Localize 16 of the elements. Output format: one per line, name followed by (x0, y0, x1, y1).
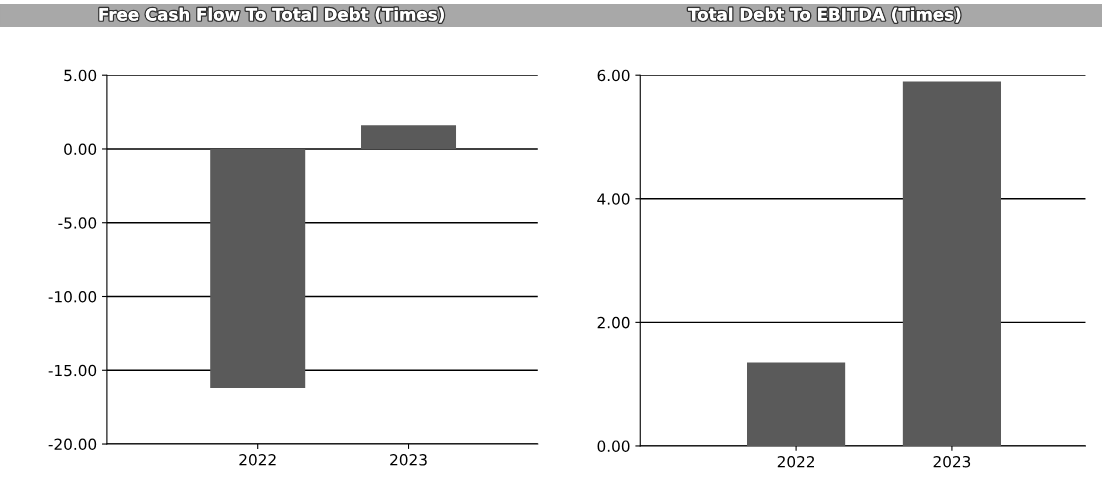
x-tick-label: 2023 (390, 454, 427, 466)
y-tick-label: -20.00 (48, 438, 97, 451)
y-tick-label: 2.00 (597, 316, 630, 329)
y-tick-label: -10.00 (48, 290, 97, 303)
chart-title: Total Debt To EBITDA (Times) (688, 7, 961, 23)
x-tick-label: 2022 (239, 454, 276, 466)
y-tick-label: 0.00 (597, 440, 630, 452)
y-tick-label: 5.00 (64, 69, 97, 82)
x-tick-label: 2023 (933, 455, 971, 468)
chart-title: Free Cash Flow To Total Debt (Times) (99, 7, 444, 23)
y-tick-label: 6.00 (597, 69, 630, 82)
x-tick-label: 2022 (777, 455, 814, 468)
y-tick-label: -15.00 (48, 364, 97, 377)
y-tick-label: -5.00 (58, 217, 97, 229)
y-tick-label: 0.00 (64, 143, 97, 155)
y-tick-label: 4.00 (597, 193, 630, 205)
